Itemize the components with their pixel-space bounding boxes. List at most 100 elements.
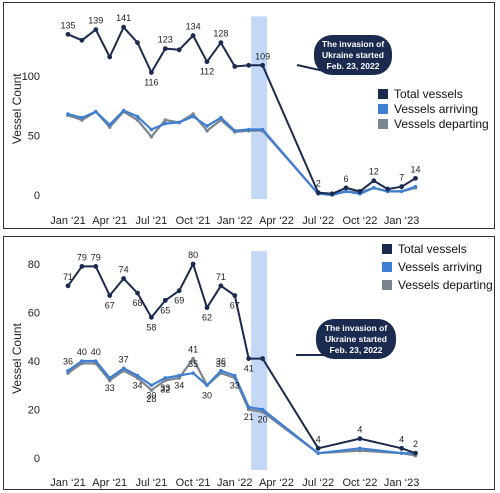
invasion-highlight-band bbox=[251, 16, 268, 200]
chart-svg-total-arriving-departing-labeled: Vessel Count 0 20 40 60 80 Jan ‘21 Apr ‘21 Jul ‘… bbox=[10, 242, 493, 489]
x-tick-label: Jan ‘23 bbox=[384, 477, 419, 489]
data-label-vessels-arriving: 20 bbox=[258, 415, 268, 425]
data-point-total-vessels bbox=[135, 40, 140, 46]
data-point-vessels-arriving bbox=[344, 189, 348, 194]
data-point-vessels-arriving bbox=[66, 112, 70, 116]
data-label-total-vessels: 68 bbox=[132, 298, 142, 308]
data-label-vessels-departing: 35 bbox=[216, 359, 226, 369]
data-point-total-vessels bbox=[218, 40, 224, 46]
data-point-vessels-departing bbox=[149, 388, 154, 392]
y-axis-label: Vessel Count bbox=[10, 323, 24, 394]
x-tick-label: Jan ‘22 bbox=[217, 215, 252, 227]
data-point-vessels-arriving bbox=[163, 121, 168, 126]
annotation-text: Feb. 23, 2022 bbox=[327, 61, 380, 71]
x-tick-label: Oct ‘22 bbox=[342, 215, 377, 227]
data-label-total-vessels: 79 bbox=[77, 252, 87, 262]
data-point-vessels-arriving bbox=[177, 373, 181, 378]
data-label-vessels-arriving: 40 bbox=[77, 347, 87, 357]
data-label-vessels-departing: 41 bbox=[188, 345, 198, 355]
data-label-total-vessels: 58 bbox=[146, 322, 156, 332]
data-label-vessels-arriving: 37 bbox=[119, 354, 129, 364]
data-point-total-vessels bbox=[204, 59, 210, 65]
annotation-text: Ukraine started bbox=[325, 334, 387, 344]
data-point-total-vessels bbox=[176, 288, 182, 294]
x-tick-label: Jan ‘21 bbox=[50, 477, 85, 489]
data-point-vessels-arriving bbox=[80, 359, 84, 363]
data-label-total-vessels: 71 bbox=[216, 272, 226, 282]
data-point-total-vessels bbox=[385, 186, 391, 192]
x-tick-label: Jan ‘22 bbox=[217, 477, 252, 489]
data-label-total-vessels: 2 bbox=[413, 439, 418, 449]
data-label-total-vessels: 41 bbox=[244, 364, 254, 374]
data-point-total-vessels bbox=[413, 450, 418, 456]
data-point-total-vessels bbox=[329, 191, 335, 197]
legend-label: Vessels departing bbox=[394, 117, 489, 131]
data-label-vessels-arriving: 36 bbox=[216, 357, 226, 367]
data-point-total-vessels bbox=[260, 356, 265, 361]
data-point-vessels-arriving bbox=[260, 407, 265, 412]
data-label-total-vessels: 69 bbox=[174, 296, 184, 306]
data-point-vessels-arriving bbox=[191, 371, 195, 375]
data-point-vessels-arriving bbox=[107, 376, 112, 380]
data-label-total-vessels: 123 bbox=[158, 35, 173, 45]
data-label-vessels-departing: 28 bbox=[146, 394, 156, 404]
data-point-total-vessels bbox=[246, 62, 252, 68]
data-point-vessels-arriving bbox=[94, 109, 98, 114]
data-point-total-vessels bbox=[315, 190, 321, 196]
data-label-total-vessels: 62 bbox=[202, 313, 212, 323]
data-point-vessels-arriving bbox=[399, 451, 404, 455]
data-point-total-vessels bbox=[190, 33, 196, 38]
data-point-vessels-arriving bbox=[135, 114, 140, 119]
data-point-total-vessels bbox=[107, 54, 113, 60]
y-tick-label: 50 bbox=[28, 131, 40, 143]
data-point-total-vessels bbox=[190, 261, 196, 267]
data-point-total-vessels bbox=[162, 46, 168, 52]
chart-svg-total-arriving-departing: Vessel Count 0 50 100 Jan ‘21 Apr ‘21 Jul ‘21 O… bbox=[10, 13, 489, 227]
data-point-total-vessels bbox=[79, 37, 85, 43]
annotation-text: The invasion of bbox=[325, 323, 388, 333]
legend-label: Vessels departing bbox=[398, 278, 493, 292]
data-label-vessels-arriving: 30 bbox=[146, 390, 156, 400]
data-point-total-vessels bbox=[204, 305, 210, 311]
series-line-vessels-arriving bbox=[67, 109, 416, 197]
x-tick-label: Jul ‘21 bbox=[136, 215, 168, 227]
data-point-vessels-arriving bbox=[233, 128, 237, 133]
data-point-total-vessels bbox=[246, 356, 252, 361]
data-label-vessels-arriving: 33 bbox=[105, 383, 115, 393]
chart-panel-top: Vessel Count 0 50 100 Jan ‘21 Apr ‘21 Jul ‘21 O… bbox=[3, 2, 495, 229]
data-label-total-vessels: 4 bbox=[399, 434, 404, 444]
data-point-vessels-arriving bbox=[163, 376, 168, 380]
data-label-vessels-arriving: 33 bbox=[230, 381, 240, 391]
data-label-total-vessels: 139 bbox=[88, 16, 103, 26]
series-line-vessels-departing bbox=[67, 357, 416, 457]
data-point-vessels-arriving bbox=[246, 127, 251, 132]
series-line-vessels-departing bbox=[67, 110, 416, 195]
data-point-total-vessels bbox=[357, 189, 363, 194]
data-label-total-vessels: 65 bbox=[160, 305, 170, 315]
data-label-vessels-arriving: 34 bbox=[132, 381, 142, 391]
data-point-total-vessels bbox=[413, 175, 418, 181]
data-label-total-vessels: 112 bbox=[200, 67, 214, 77]
data-point-total-vessels bbox=[371, 178, 377, 184]
data-point-vessels-departing bbox=[191, 356, 195, 361]
y-tick-label: 80 bbox=[28, 259, 40, 271]
data-point-total-vessels bbox=[135, 290, 140, 296]
data-label-vessels-departing: 32 bbox=[160, 384, 170, 394]
data-label-total-vessels: 141 bbox=[116, 13, 131, 23]
data-point-vessels-arriving bbox=[107, 122, 112, 127]
legend-swatch bbox=[382, 262, 392, 272]
data-label-total-vessels: 67 bbox=[105, 301, 115, 311]
x-tick-label: Oct ‘22 bbox=[342, 477, 377, 489]
data-label-total-vessels: 79 bbox=[91, 252, 101, 262]
data-point-total-vessels bbox=[218, 283, 224, 289]
data-point-vessels-arriving bbox=[66, 368, 70, 373]
legend-swatch bbox=[378, 119, 388, 129]
data-point-vessels-arriving bbox=[413, 184, 418, 189]
data-point-total-vessels bbox=[399, 184, 404, 190]
data-point-total-vessels bbox=[357, 436, 363, 441]
data-point-total-vessels bbox=[65, 31, 71, 37]
data-label-vessels-arriving: 30 bbox=[202, 390, 212, 400]
data-point-vessels-departing bbox=[149, 134, 154, 139]
data-point-total-vessels bbox=[232, 293, 238, 298]
data-label-total-vessels: 109 bbox=[255, 51, 270, 61]
